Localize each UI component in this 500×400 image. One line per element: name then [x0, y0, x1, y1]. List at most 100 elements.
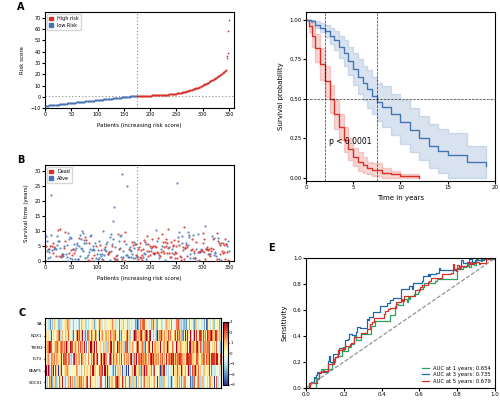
Point — [158, 231, 166, 237]
Point — [78, 245, 86, 252]
Point — [108, 241, 116, 247]
Point — [80, 98, 88, 105]
Point — [219, 69, 227, 76]
Point — [221, 256, 229, 262]
Point — [163, 92, 171, 98]
Point — [127, 254, 135, 260]
Point — [60, 100, 68, 107]
Point — [54, 226, 62, 233]
Point — [120, 254, 128, 260]
Line: AUC at 3 years: 0.735: AUC at 3 years: 0.735 — [308, 258, 495, 388]
Point — [82, 236, 90, 243]
Point — [156, 92, 164, 98]
Point — [104, 96, 112, 102]
Point — [90, 97, 98, 104]
Point — [59, 101, 67, 107]
AUC at 3 years: 0.735: (0.0101, 0): 0.735: (0.0101, 0) — [305, 386, 311, 390]
Point — [190, 86, 198, 92]
Point — [154, 249, 162, 255]
Point — [218, 249, 226, 256]
Point — [169, 243, 177, 249]
Point — [175, 242, 183, 249]
AUC at 1 years: 0.654: (0.598, 0.759): 0.654: (0.598, 0.759) — [416, 287, 422, 292]
Point — [190, 86, 198, 92]
Point — [66, 100, 74, 106]
Point — [192, 245, 200, 252]
Point — [102, 248, 110, 254]
Point — [167, 91, 175, 98]
Point — [188, 255, 196, 261]
Point — [101, 244, 109, 250]
Point — [129, 93, 137, 99]
Point — [134, 255, 142, 262]
Point — [179, 244, 187, 250]
Point — [166, 91, 174, 98]
Point — [155, 252, 163, 258]
Point — [200, 236, 207, 242]
Point — [79, 98, 87, 105]
Point — [46, 254, 54, 260]
Point — [187, 87, 195, 93]
Point — [94, 237, 102, 244]
Point — [166, 91, 174, 98]
Point — [195, 84, 203, 90]
Point — [188, 86, 196, 93]
Point — [63, 100, 71, 107]
Point — [70, 240, 78, 247]
Point — [47, 192, 55, 198]
Point — [196, 248, 204, 255]
Point — [156, 92, 164, 98]
Point — [80, 98, 88, 105]
AUC at 5 years: 0.679: (0.231, 0.342): 0.679: (0.231, 0.342) — [346, 341, 352, 346]
Point — [163, 250, 171, 256]
Point — [87, 98, 95, 104]
Point — [92, 97, 100, 104]
Point — [52, 253, 60, 259]
Point — [118, 94, 126, 101]
Point — [134, 254, 141, 260]
Point — [48, 102, 56, 108]
Point — [208, 232, 216, 239]
Point — [152, 250, 160, 256]
Point — [134, 93, 142, 99]
Point — [52, 102, 60, 108]
Point — [216, 72, 224, 79]
Point — [201, 81, 209, 88]
Point — [72, 245, 80, 251]
Point — [126, 93, 134, 100]
Point — [156, 92, 164, 98]
Point — [193, 85, 201, 91]
Point — [197, 83, 205, 89]
AUC at 5 years: 0.679: (0.643, 0.814): 0.679: (0.643, 0.814) — [424, 280, 430, 285]
Point — [112, 257, 120, 264]
Point — [44, 255, 52, 262]
Point — [106, 96, 114, 102]
Point — [86, 231, 94, 238]
Point — [81, 98, 89, 105]
Point — [84, 248, 92, 255]
Point — [130, 93, 138, 99]
Point — [214, 73, 222, 79]
Point — [85, 98, 93, 104]
Point — [190, 250, 198, 256]
Point — [200, 82, 207, 88]
Point — [142, 238, 150, 245]
Point — [164, 91, 172, 98]
Point — [132, 241, 140, 248]
Point — [162, 92, 170, 98]
Point — [62, 254, 70, 260]
AUC at 1 years: 0.654: (1, 1): 0.654: (1, 1) — [492, 256, 498, 261]
Point — [203, 246, 211, 253]
Point — [58, 101, 66, 108]
Point — [118, 94, 126, 101]
Point — [122, 94, 130, 100]
Point — [82, 240, 90, 246]
Point — [164, 244, 172, 251]
Point — [189, 232, 197, 238]
Point — [94, 97, 102, 103]
Point — [208, 246, 216, 252]
Point — [220, 242, 228, 248]
Point — [72, 241, 80, 248]
Point — [136, 93, 143, 99]
Point — [138, 246, 146, 252]
